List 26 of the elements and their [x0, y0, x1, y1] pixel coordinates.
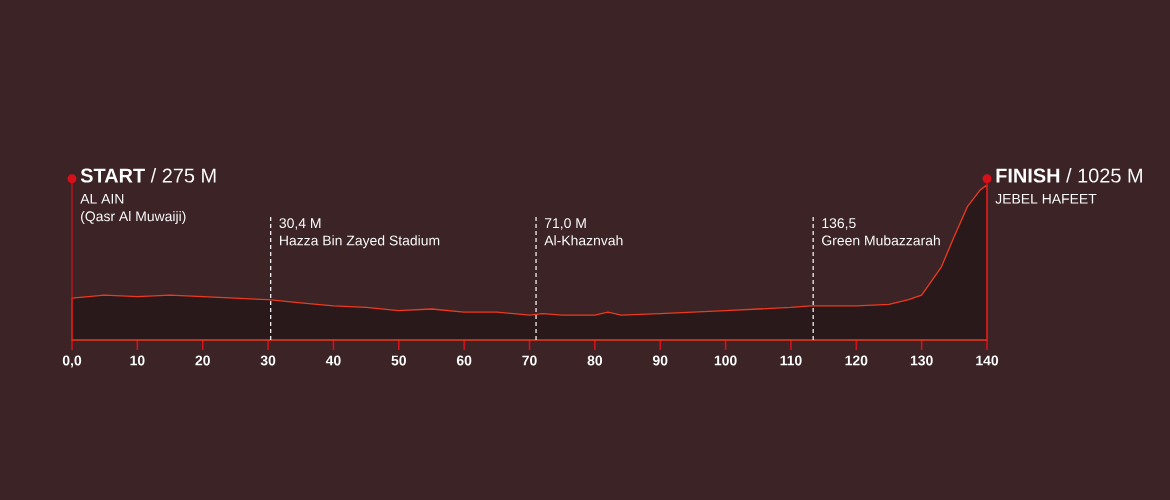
x-tick-label: 130	[910, 355, 933, 366]
x-tick-label: 80	[587, 355, 603, 366]
annotation: AL AIN	[80, 194, 124, 204]
annotation: 136,5	[822, 218, 856, 230]
x-tick-label: 20	[195, 355, 210, 366]
ref-line-label: 71,0 M	[544, 218, 586, 230]
x-tick-label: 60	[456, 355, 472, 366]
x-tick-label: 50	[391, 355, 406, 366]
x-tick-label: 140	[976, 355, 999, 366]
x-tick-label: 0,0	[62, 355, 82, 368]
annotation: (Qasr Al Muwaiji)	[81, 210, 186, 224]
x-tick-label: 10	[130, 355, 145, 366]
ref-line-label: FINISH / 1025 M	[996, 168, 1142, 183]
x-tick-label: 70	[522, 355, 537, 366]
annotation: Al-Khaznvah	[544, 235, 623, 246]
annotation: Green Mubazzarah	[822, 235, 940, 246]
ref-line-label: START / 275 M	[80, 168, 216, 183]
text: JEBEL HAFEET	[995, 194, 1097, 204]
annotation: Hazza Bin Zayed Stadium	[280, 235, 440, 249]
x-tick-label: 30	[260, 355, 276, 366]
x-tick-label: 90	[652, 355, 668, 366]
x-tick-label: 110	[780, 355, 802, 366]
x-tick-label: 120	[845, 355, 868, 366]
ref-line-label: 30,4 M	[279, 218, 321, 230]
x-tick-label: 40	[325, 355, 341, 366]
x-tick-label: 100	[714, 355, 737, 366]
